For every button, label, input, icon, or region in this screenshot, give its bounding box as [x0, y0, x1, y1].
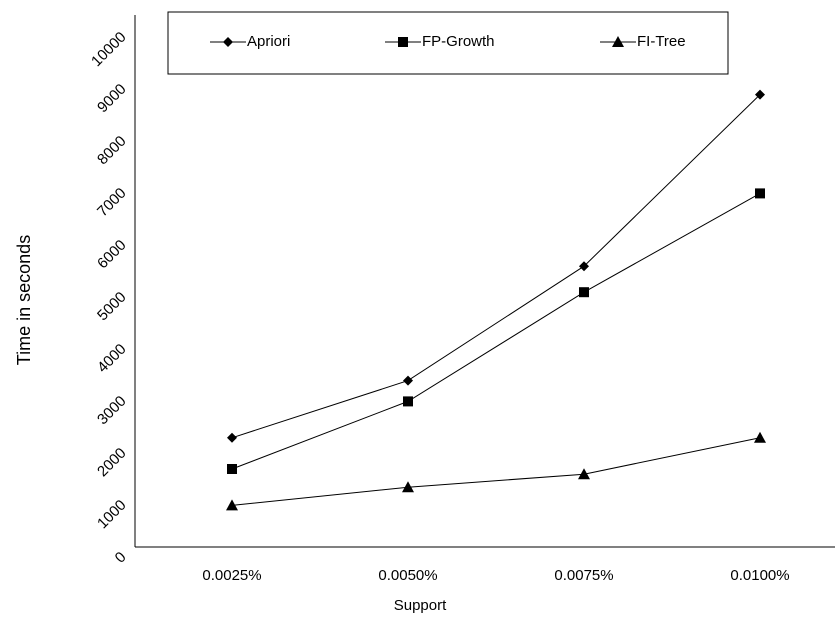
- x-axis-label: Support: [394, 597, 447, 614]
- legend-label: FP-Growth: [422, 33, 495, 50]
- point-marker: [398, 37, 408, 47]
- point-marker: [403, 396, 413, 407]
- y-tick-label: 4000: [94, 341, 130, 377]
- y-tick-label: 10000: [88, 29, 130, 71]
- point-marker: [402, 481, 414, 493]
- point-marker: [227, 432, 237, 443]
- y-tick-label: 5000: [94, 289, 130, 325]
- legend-box: [167, 11, 729, 75]
- point-marker: [754, 431, 766, 443]
- y-tick-label: 1000: [94, 497, 130, 533]
- y-tick-label: 6000: [94, 237, 130, 273]
- y-tick-label: 2000: [94, 445, 130, 481]
- point-marker: [578, 468, 590, 480]
- point-marker: [226, 499, 238, 511]
- y-tick-label: 9000: [94, 81, 130, 117]
- point-marker: [612, 36, 624, 47]
- x-tick-label: 0.0075%: [554, 567, 613, 584]
- point-marker: [755, 188, 765, 199]
- point-marker: [227, 464, 237, 474]
- series-line: [231, 437, 761, 506]
- legend-label: FI-Tree: [637, 33, 686, 50]
- point-marker: [579, 261, 589, 272]
- y-tick-label: 3000: [94, 393, 130, 429]
- point-marker: [579, 287, 589, 298]
- y-tick-label: 0: [112, 549, 130, 567]
- point-marker: [755, 89, 765, 100]
- x-tick-label: 0.0100%: [730, 567, 789, 584]
- point-marker: [223, 37, 233, 47]
- x-tick-label: 0.0025%: [202, 567, 261, 584]
- y-tick-label: 7000: [94, 185, 130, 221]
- series-line: [231, 192, 761, 470]
- y-tick-label: 8000: [94, 133, 130, 169]
- series-line: [231, 94, 761, 439]
- y-axis-label: Time in seconds: [14, 235, 34, 365]
- x-tick-label: 0.0050%: [378, 567, 437, 584]
- point-marker: [403, 375, 413, 386]
- legend-label: Apriori: [247, 33, 290, 50]
